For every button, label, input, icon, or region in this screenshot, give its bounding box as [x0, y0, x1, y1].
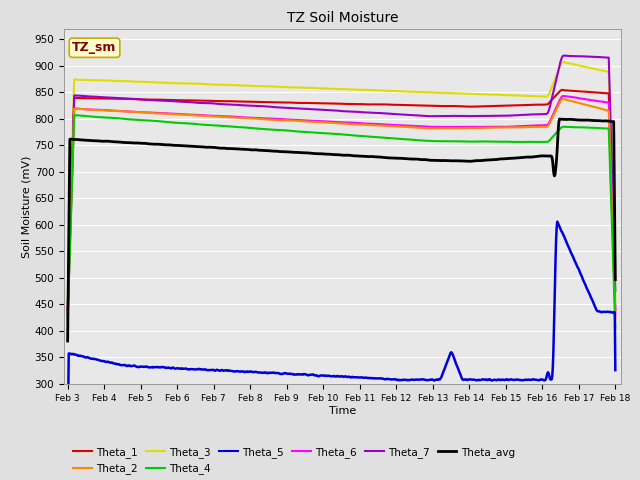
Text: TZ_sm: TZ_sm [72, 41, 116, 54]
Title: TZ Soil Moisture: TZ Soil Moisture [287, 11, 398, 25]
Y-axis label: Soil Moisture (mV): Soil Moisture (mV) [22, 155, 32, 258]
X-axis label: Time: Time [329, 406, 356, 416]
Legend: Theta_1, Theta_2, Theta_3, Theta_4, Theta_5, Theta_6, Theta_7, Theta_avg: Theta_1, Theta_2, Theta_3, Theta_4, Thet… [69, 443, 519, 478]
